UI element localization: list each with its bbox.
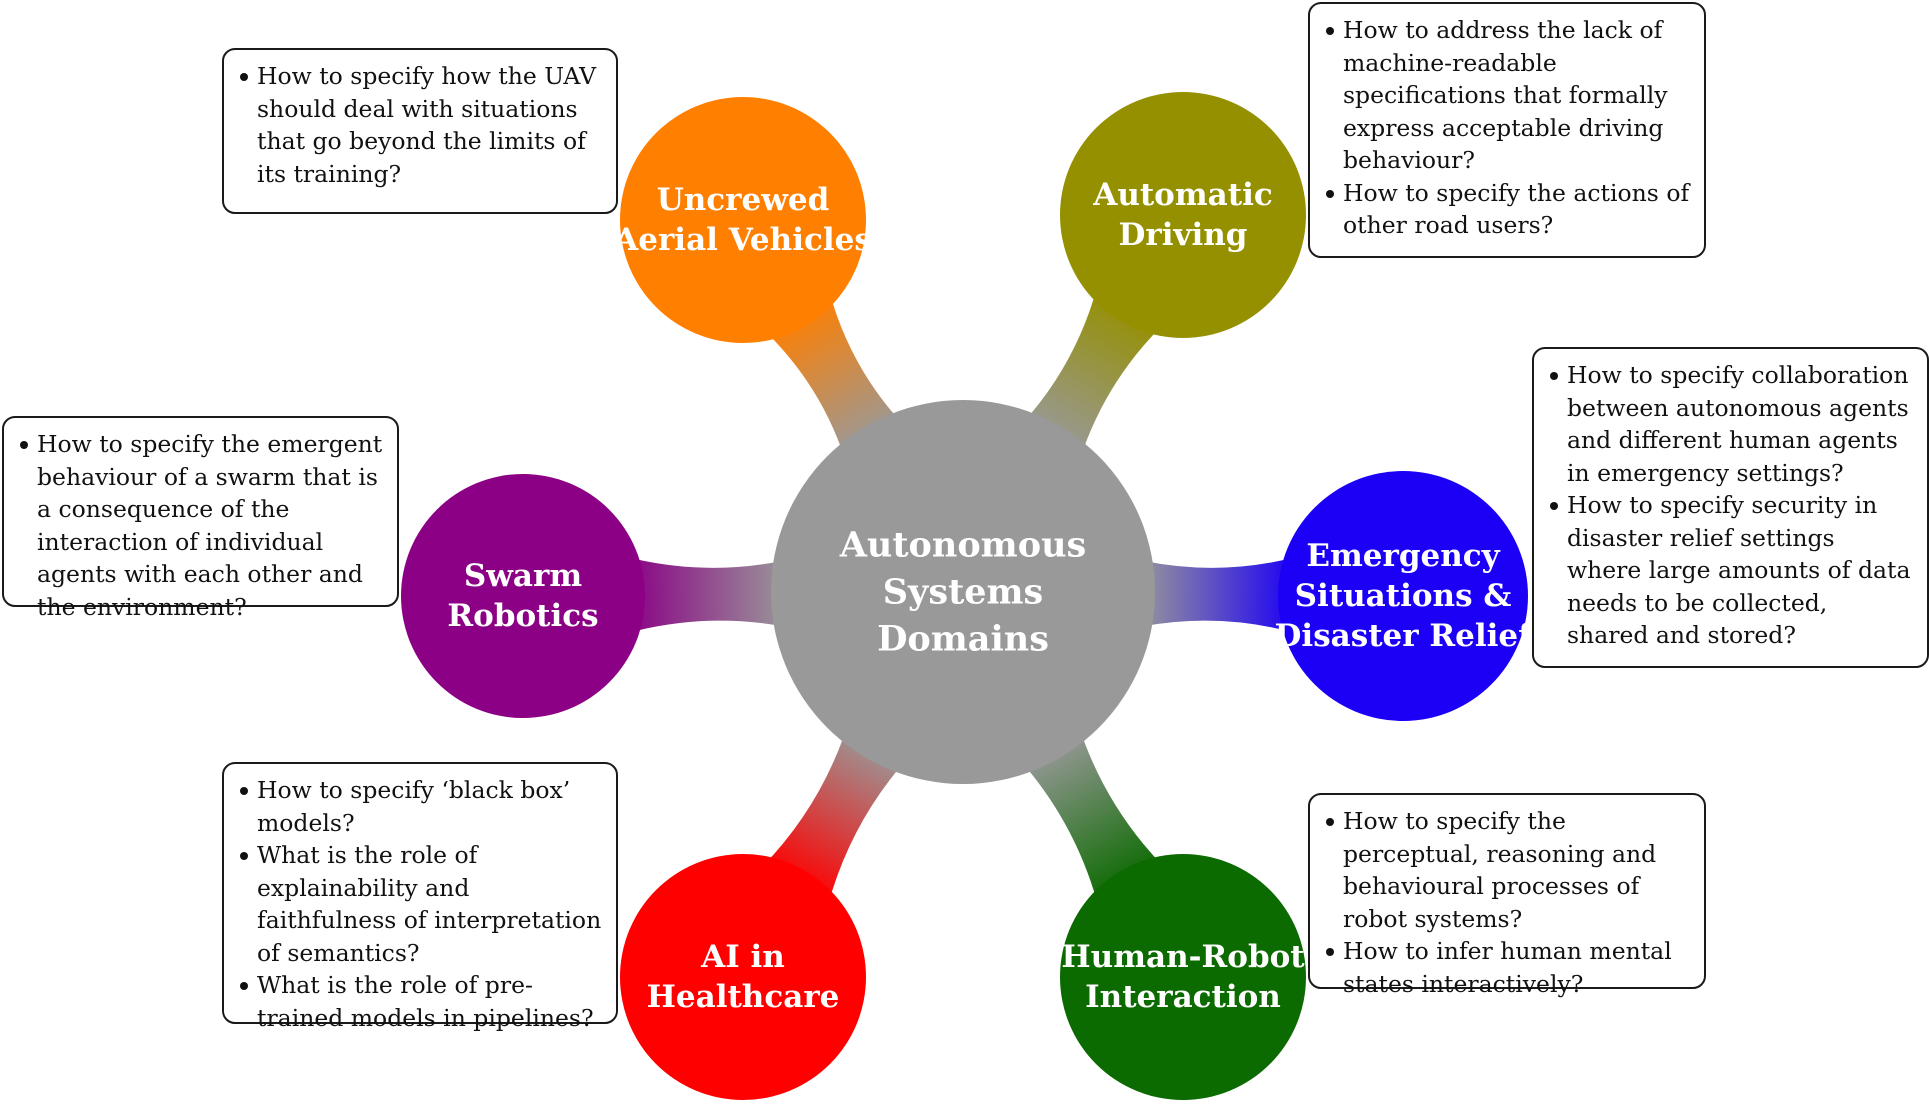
question-item: What is the role of pre-trained models i… — [238, 969, 602, 1034]
question-item: How to address the lack of machine-reada… — [1324, 14, 1690, 177]
domain-label-line: Automatic — [1093, 177, 1273, 213]
question-box-hri: How to specify the perceptual, reasoning… — [1308, 793, 1706, 998]
center-title-line: Autonomous — [839, 524, 1087, 566]
domain-label-line: AI in — [701, 939, 785, 975]
question-list: How to specify how the UAV should deal w… — [238, 60, 602, 190]
domain-label-hri: Human-Robot Interaction — [1061, 937, 1304, 1017]
connector-hri — [1019, 726, 1164, 905]
domain-label-line: Human-Robot — [1061, 939, 1305, 975]
center-title-line: Systems — [882, 571, 1044, 613]
domain-label-line: Situations & — [1294, 578, 1512, 614]
connector-healthcare — [762, 726, 907, 905]
domain-label-line: Interaction — [1085, 979, 1281, 1015]
question-item: How to specify the emergent behaviour of… — [18, 428, 383, 623]
domain-label-healthcare: AI in Healthcare — [647, 937, 840, 1017]
domain-label-driving: Automatic Driving — [1093, 175, 1272, 255]
question-list: How to specify the perceptual, reasoning… — [1324, 805, 1690, 1000]
question-item: How to specify security in disaster reli… — [1548, 489, 1913, 652]
connector-uav — [763, 291, 904, 460]
question-item: How to specify collaboration between aut… — [1548, 359, 1913, 489]
question-box-driving: How to address the lack of machine-reada… — [1308, 2, 1706, 258]
domain-label-uav: Uncrewed Aerial Vehicles — [614, 180, 872, 260]
question-item: How to specify ‘black box’ models? — [238, 774, 602, 839]
question-box-swarm: How to specify the emergent behaviour of… — [2, 416, 399, 621]
domain-label-line: Robotics — [447, 598, 599, 634]
connector-swarm — [626, 557, 790, 634]
connector-emergency — [1136, 557, 1297, 634]
question-item: What is the role of explainability and f… — [238, 839, 602, 969]
question-box-healthcare: How to specify ‘black box’ models? What i… — [222, 762, 618, 1032]
domain-label-line: Disaster Relief — [1274, 618, 1532, 654]
center-title: Autonomous Systems Domains — [840, 522, 1086, 663]
domain-label-line: Swarm — [463, 558, 583, 594]
center-title-line: Domains — [877, 618, 1049, 660]
domain-label-emergency: Emergency Situations & Disaster Relief — [1275, 536, 1532, 656]
domain-node-emergency — [1278, 471, 1528, 721]
domain-label-swarm: Swarm Robotics — [447, 556, 598, 636]
question-box-uav: How to specify how the UAV should deal w… — [222, 48, 618, 214]
connector-driving — [1021, 286, 1163, 459]
domain-label-line: Emergency — [1306, 538, 1500, 574]
domain-label-line: Healthcare — [646, 979, 840, 1015]
question-list: How to specify ‘black box’ models? What i… — [238, 774, 602, 1034]
question-item: How to specify the perceptual, reasoning… — [1324, 805, 1690, 935]
question-list: How to address the lack of machine-reada… — [1324, 14, 1690, 242]
question-item: How to specify the actions of other road… — [1324, 177, 1690, 242]
domain-node-swarm — [401, 474, 645, 718]
domain-node-uav — [620, 97, 866, 343]
domain-label-line: Driving — [1118, 217, 1248, 253]
domain-label-line: Uncrewed — [656, 182, 830, 218]
question-item: How to infer human mental states interac… — [1324, 935, 1690, 1000]
center-node — [771, 400, 1155, 784]
question-list: How to specify collaboration between aut… — [1548, 359, 1913, 652]
domain-node-driving — [1060, 92, 1306, 338]
domain-node-healthcare — [620, 854, 866, 1100]
domain-label-line: Aerial Vehicles — [614, 222, 872, 258]
question-box-emergency: How to specify collaboration between aut… — [1532, 347, 1929, 668]
domain-node-hri — [1060, 854, 1306, 1100]
question-item: How to specify how the UAV should deal w… — [238, 60, 602, 190]
question-list: How to specify the emergent behaviour of… — [18, 428, 383, 623]
